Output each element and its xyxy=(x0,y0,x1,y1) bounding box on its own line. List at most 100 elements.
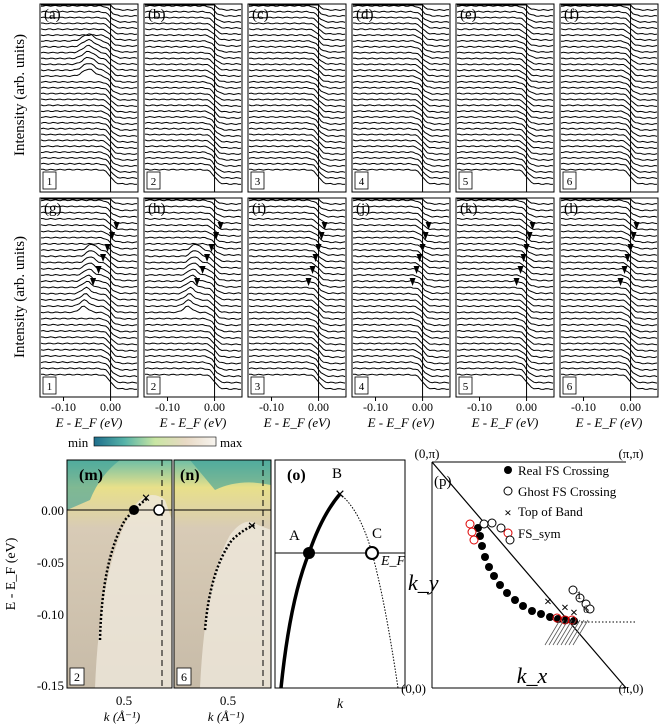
edc-curve xyxy=(248,261,346,276)
edc-curve xyxy=(456,286,554,301)
edc-curve xyxy=(40,63,138,84)
edc-curve xyxy=(352,69,450,84)
edc-curve xyxy=(40,22,138,36)
edc-peak-marker xyxy=(315,244,322,252)
edc-curve xyxy=(40,10,138,23)
edc-curve xyxy=(456,45,554,60)
edc-peak-marker xyxy=(199,266,206,274)
fs-sym-point xyxy=(467,527,477,537)
edc-curve xyxy=(560,311,658,327)
fs-top-of-band: × xyxy=(570,606,578,621)
edc-xlabel: E - E_F (eV) xyxy=(367,415,435,430)
edc-curve xyxy=(352,127,450,144)
edc-curve xyxy=(144,139,242,155)
edc-curve xyxy=(40,211,138,225)
edc-panel-tag: (c) xyxy=(252,7,269,23)
edc-curve xyxy=(248,115,346,132)
edc-frame xyxy=(143,197,243,398)
edc-panel-g: (g) 1 -0.10 0.00E - E_F (eV) xyxy=(39,197,139,430)
edc-panel-l: (l) 6 -0.10 0.00E - E_F (eV) xyxy=(559,197,659,430)
edc-curve xyxy=(560,16,658,30)
edc-curve xyxy=(40,156,138,174)
edc-curve xyxy=(144,104,242,119)
edc-curve xyxy=(40,342,138,359)
edc-curve xyxy=(352,162,450,180)
edc-curve xyxy=(352,34,450,48)
edc-peak-marker xyxy=(409,278,416,286)
edc-curve xyxy=(352,242,450,257)
edc-panel-k: (k) 5 -0.10 0.00E - E_F (eV) xyxy=(455,197,555,430)
map-m-cut-label: 2 xyxy=(74,670,80,684)
edc-peak-marker xyxy=(204,254,211,262)
edc-curve xyxy=(144,243,242,263)
edc-frame xyxy=(559,3,659,193)
edc-curve xyxy=(248,34,346,48)
edc-row-top: (a) 1 (b) 2 (c) 3 (d) 4 (e) 5 (f) 6 xyxy=(39,3,659,193)
edc-cut-number: 4 xyxy=(359,381,365,393)
edc-curve xyxy=(456,98,554,114)
edc-curve xyxy=(456,242,554,257)
edc-curve xyxy=(40,224,138,237)
fs-corner-bottom-left: (0,0) xyxy=(401,681,426,696)
edc-xtick-label: 0.00 xyxy=(308,400,329,414)
edc-panel-tag: (d) xyxy=(356,7,374,23)
edc-cut-box xyxy=(354,171,369,190)
edc-curve xyxy=(456,348,554,365)
edc-curve xyxy=(352,115,450,132)
edc-curve xyxy=(248,121,346,137)
edc-curve xyxy=(145,236,242,250)
fs-real-point xyxy=(546,613,554,621)
map-n-cut-label: 6 xyxy=(181,670,187,684)
edc-curve xyxy=(40,268,137,288)
edc-curve xyxy=(560,280,658,295)
fs-real-point xyxy=(511,596,519,604)
edc-curve xyxy=(144,305,242,327)
edc-curve xyxy=(456,75,553,89)
edc-curve xyxy=(40,16,138,30)
map-n-xtick: 0.5 xyxy=(220,693,236,708)
edc-curve xyxy=(41,198,138,206)
edc-curve xyxy=(352,92,450,108)
edc-curve xyxy=(560,242,658,257)
edc-curve xyxy=(41,168,138,185)
edc-curve xyxy=(40,256,138,276)
edc-curve xyxy=(456,69,554,84)
edc-curve xyxy=(40,44,138,65)
edc-curve xyxy=(144,323,242,339)
edc-curve xyxy=(40,286,137,308)
colorbar-max-label: max xyxy=(220,435,243,450)
edc-xtick-label: 0.00 xyxy=(100,400,121,414)
edc-curve xyxy=(457,4,554,12)
edc-curve xyxy=(353,198,450,206)
edc-curve xyxy=(456,317,554,333)
edc-curve xyxy=(560,139,658,155)
edc-panel-h: (h) 2 -0.10 0.00E - E_F (eV) xyxy=(143,197,243,430)
edc-curve xyxy=(248,156,346,174)
map-m-xtick: 0.5 xyxy=(116,693,132,708)
edc-curve xyxy=(560,80,658,96)
map-n-tag: (n) xyxy=(180,467,200,484)
edc-cut-number: 6 xyxy=(567,176,573,188)
edc-curve xyxy=(144,354,242,371)
edc-curve xyxy=(145,168,242,185)
edc-curve xyxy=(144,10,242,23)
edc-curve xyxy=(456,104,554,119)
edc-cut-box xyxy=(250,376,265,395)
edc-curve xyxy=(144,86,242,101)
fs-real-point xyxy=(485,563,493,571)
edc-curve xyxy=(456,361,554,378)
edc-curve xyxy=(456,280,554,295)
edc-cut-number: 3 xyxy=(255,381,261,393)
schematic-frame xyxy=(274,459,406,689)
fs-real-point xyxy=(481,553,489,561)
edc-panel-tag: (g) xyxy=(44,201,62,217)
edc-peak-marker xyxy=(321,222,328,230)
edc-curve xyxy=(40,121,138,137)
edc-curve xyxy=(352,329,450,346)
edc-curve xyxy=(144,80,242,96)
fs-top-of-band: × xyxy=(561,601,569,616)
edc-curve xyxy=(561,168,658,185)
edc-cut-box xyxy=(146,376,161,395)
edc-curve xyxy=(352,110,450,126)
edc-curve xyxy=(144,75,241,89)
